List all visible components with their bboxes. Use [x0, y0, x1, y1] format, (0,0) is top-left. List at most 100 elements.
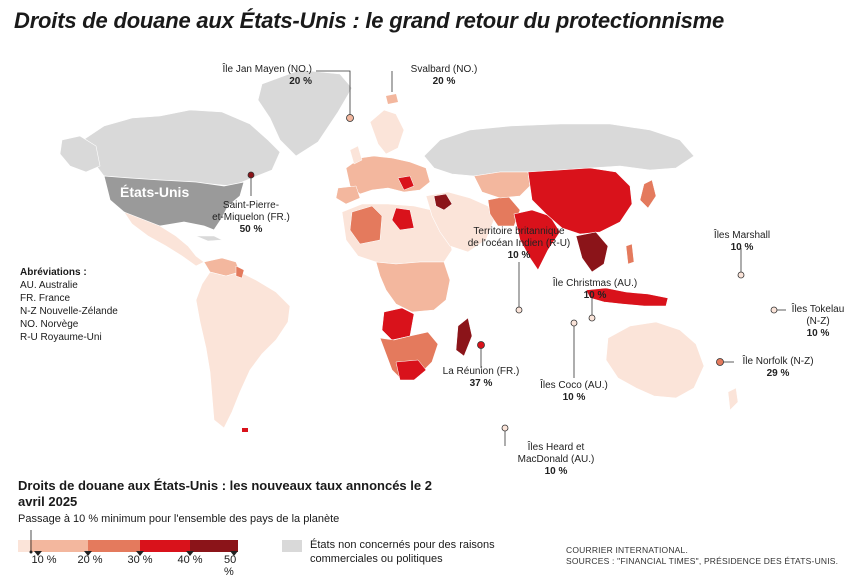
abbreviation-item: AU. Australie	[20, 280, 78, 291]
marker-norfolk	[716, 358, 724, 366]
alaska	[59, 135, 101, 173]
annot-marshall-rate: 10 %	[730, 242, 754, 253]
scandinavia	[369, 109, 405, 155]
map-title: Droits de douane aux États-Unis : le gra…	[14, 8, 725, 33]
annot-svalbard: Svalbard (NO.) 20 %	[396, 64, 492, 88]
annot-heard-name1: Îles Heard et	[527, 442, 585, 453]
legend-tick-label: 30 %	[127, 554, 153, 566]
abbreviation-item: NO. Norvège	[20, 319, 79, 330]
legend-tick-40	[186, 551, 194, 556]
annot-marshall-name: Îles Marshall	[713, 230, 771, 241]
annot-saint-pierre-name1: Saint-Pierre-	[222, 200, 280, 211]
abbreviation-item: N-Z Nouvelle-Zélande	[20, 306, 118, 317]
philippines	[625, 243, 635, 265]
marker-jan-mayen	[346, 114, 354, 122]
libya	[391, 207, 415, 231]
legend-tick-10	[34, 551, 42, 556]
legend-tick-label: 50 %	[224, 554, 237, 578]
china	[527, 167, 633, 235]
annot-reunion-rate: 37 %	[469, 378, 493, 389]
annot-svalbard-rate: 20 %	[432, 76, 456, 87]
annot-jan-mayen: Île Jan Mayen (NO.) 20 %	[222, 64, 312, 88]
annot-christmas-name: Île Christmas (AU.)	[552, 278, 638, 289]
legend-swatch-40	[140, 540, 190, 552]
legend-swatch-min	[18, 540, 30, 552]
india	[513, 209, 561, 271]
australia	[605, 321, 705, 399]
abbreviations: Abréviations : AU. Australie FR. France …	[20, 266, 118, 344]
abbreviation-item: R-U Royaume-Uni	[20, 332, 102, 343]
credit: COURRIER INTERNATIONAL. SOURCES : "FINAN…	[566, 545, 838, 567]
usa-label: États-Unis	[120, 184, 190, 200]
marker-saint-pierre	[247, 171, 255, 179]
legend-swatch-50	[190, 540, 238, 552]
annot-norfolk: Île Norfolk (N-Z) 29 %	[734, 356, 822, 380]
indonesia	[585, 287, 669, 307]
svalbard-island	[386, 94, 398, 104]
new-zealand	[727, 387, 739, 411]
guyana	[235, 265, 245, 279]
legend-not-concerned-label: États non concernés pour des raisons com…	[310, 539, 495, 565]
annot-christmas-rate: 10 %	[583, 290, 607, 301]
greenland	[257, 69, 353, 157]
annot-biot-name2: de l'océan Indien (R-U)	[467, 238, 571, 249]
annot-christmas: Île Christmas (AU.) 10 %	[540, 278, 650, 302]
annot-coco-rate: 10 %	[562, 392, 586, 403]
legend-tick-label: 40 %	[177, 554, 203, 566]
marker-coco	[570, 319, 578, 327]
marker-christmas	[588, 314, 596, 322]
abbreviation-item: FR. France	[20, 293, 71, 304]
annot-reunion-name: La Réunion (FR.)	[442, 366, 520, 377]
annot-tokelau-name2: (N-Z)	[806, 316, 830, 327]
annot-tokelau: Îles Tokelau (N-Z) 10 %	[786, 304, 850, 340]
annot-norfolk-rate: 29 %	[766, 368, 790, 379]
annot-coco: Îles Coco (AU.) 10 %	[530, 380, 618, 404]
legend-tick-30	[136, 551, 144, 556]
annot-marshall: Îles Marshall 10 %	[700, 230, 784, 254]
madagascar	[455, 317, 473, 357]
annot-biot-rate: 10 %	[507, 250, 531, 261]
annot-biot-name1: Territoire britannique	[473, 226, 565, 237]
annot-reunion: La Réunion (FR.) 37 %	[436, 366, 526, 390]
legend-color-scale	[18, 540, 238, 552]
legend-markers	[29, 530, 238, 556]
uk	[349, 145, 363, 165]
southeast-asia	[575, 231, 609, 273]
legend-swatch-30	[88, 540, 140, 552]
syria	[433, 193, 453, 211]
legend-tick-20	[84, 551, 92, 556]
mexico	[123, 211, 205, 267]
annot-saint-pierre-name2: et-Miquelon (FR.)	[212, 212, 290, 223]
angola-zambia	[381, 307, 415, 341]
cuba	[195, 235, 223, 242]
annot-heard-rate: 10 %	[544, 466, 568, 477]
annot-coco-name: Îles Coco (AU.)	[540, 380, 608, 391]
algeria	[349, 205, 383, 245]
central-asia	[473, 171, 531, 199]
leader-jan-mayen	[316, 70, 351, 116]
south-america	[195, 271, 291, 429]
marker-biot	[515, 306, 523, 314]
south-africa	[395, 359, 427, 381]
marker-heard	[501, 424, 509, 432]
legend-min-dot	[29, 550, 33, 554]
legend-subtitle: Passage à 10 % minimum pour l'ensemble d…	[18, 513, 340, 525]
annot-norfolk-name: Île Norfolk (N-Z)	[742, 356, 814, 367]
annot-jan-mayen-name: Île Jan Mayen (NO.)	[222, 64, 312, 75]
marker-marshall	[737, 271, 745, 279]
annot-tokelau-name1: Îles Tokelau	[791, 304, 845, 315]
balkans	[397, 175, 415, 191]
legend-tick-50	[230, 551, 238, 556]
iberia	[335, 185, 361, 205]
annot-saint-pierre: Saint-Pierre- et-Miquelon (FR.) 50 %	[196, 200, 306, 236]
annot-heard: Îles Heard et MacDonald (AU.) 10 %	[504, 442, 608, 478]
annot-saint-pierre-rate: 50 %	[239, 224, 263, 235]
annot-svalbard-name: Svalbard (NO.)	[410, 64, 478, 75]
legend-tick-label: 20 %	[77, 554, 103, 566]
falklands	[242, 428, 248, 432]
marker-reunion	[477, 341, 485, 349]
annot-biot: Territoire britannique de l'océan Indien…	[456, 226, 582, 262]
legend-swatch-20	[30, 540, 88, 552]
annot-tokelau-rate: 10 %	[806, 328, 830, 339]
